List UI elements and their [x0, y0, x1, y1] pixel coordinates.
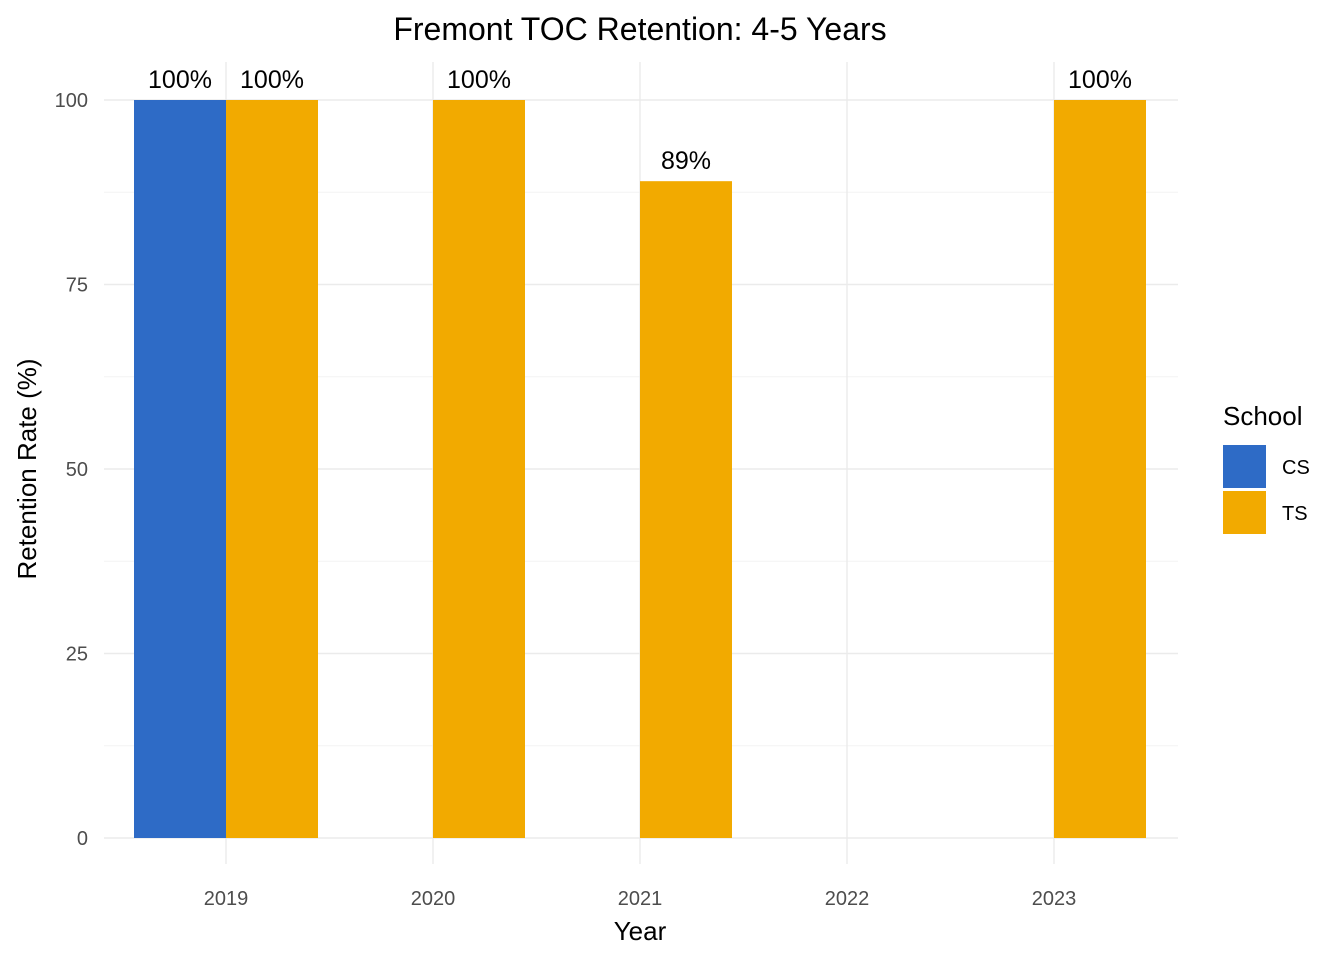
- legend-label: TS: [1282, 503, 1308, 525]
- legend-key-ts: [1223, 491, 1266, 534]
- x-tick-label: 2022: [825, 888, 870, 910]
- bar-label: 100%: [148, 66, 212, 94]
- y-axis-ticks: 0 25 50 75 100: [55, 90, 88, 850]
- bars: [134, 100, 1146, 838]
- y-tick-label: 75: [66, 275, 88, 297]
- bar-ts-2020: [433, 100, 525, 838]
- bar-ts-2019: [226, 100, 318, 838]
- bar-label: 100%: [447, 66, 511, 94]
- legend-title: School: [1223, 401, 1303, 431]
- bar-labels: 100% 100% 100% 89% 100%: [148, 66, 1132, 175]
- bar-label: 100%: [1068, 66, 1132, 94]
- bar-ts-2023: [1054, 100, 1146, 838]
- legend-key-cs: [1223, 445, 1266, 488]
- bar-cs-2019: [134, 100, 226, 838]
- x-tick-label: 2023: [1032, 888, 1077, 910]
- y-tick-label: 100: [55, 90, 88, 112]
- y-tick-label: 50: [66, 459, 88, 481]
- x-tick-label: 2020: [411, 888, 456, 910]
- chart-title: Fremont TOC Retention: 4-5 Years: [393, 11, 886, 47]
- x-axis-ticks: 2019 2020 2021 2022 2023: [204, 888, 1077, 910]
- y-axis-title: Retention Rate (%): [12, 358, 42, 579]
- x-axis-title: Year: [614, 916, 667, 946]
- y-tick-label: 25: [66, 644, 88, 666]
- y-tick-label: 0: [77, 828, 88, 850]
- legend: School CS TS: [1223, 401, 1310, 534]
- legend-label: CS: [1282, 457, 1310, 479]
- x-tick-label: 2021: [618, 888, 663, 910]
- bar-ts-2021: [640, 181, 732, 838]
- bar-label: 89%: [661, 147, 711, 175]
- bar-label: 100%: [240, 66, 304, 94]
- x-tick-label: 2019: [204, 888, 249, 910]
